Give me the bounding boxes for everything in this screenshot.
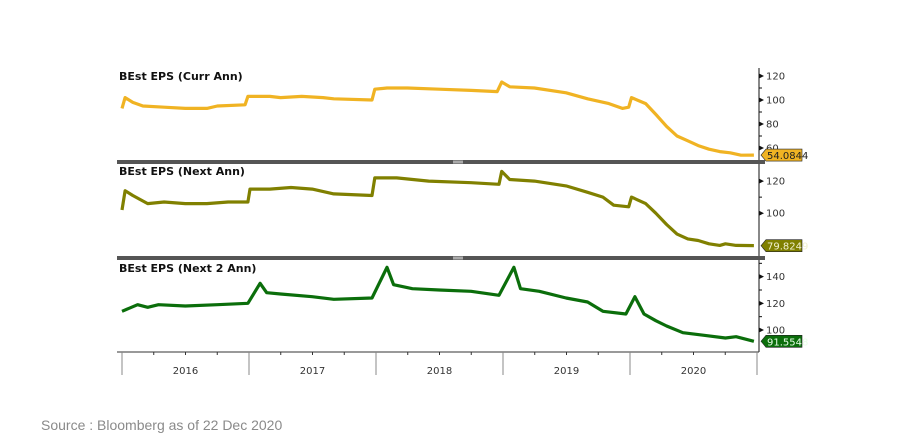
y-tick-mark bbox=[759, 121, 764, 127]
y-tick-mark bbox=[759, 73, 764, 79]
last-value-label: 91.5548 bbox=[767, 337, 808, 348]
y-tick-label: 100 bbox=[766, 209, 785, 220]
year-label: 2017 bbox=[300, 366, 325, 377]
last-value-tag bbox=[760, 334, 803, 348]
divider-handle bbox=[453, 160, 463, 164]
series-line bbox=[120, 80, 754, 157]
year-label: 2018 bbox=[427, 366, 452, 377]
source-note: Source : Bloomberg as of 22 Dec 2020 bbox=[41, 417, 283, 433]
last-value-tag bbox=[760, 239, 803, 252]
panel-title: BEst EPS (Next Ann) bbox=[119, 165, 245, 178]
last-value-label: 79.8249 bbox=[767, 242, 808, 253]
y-tick-label: 120 bbox=[766, 177, 785, 188]
y-tick-mark bbox=[759, 300, 764, 306]
y-tick-mark bbox=[759, 178, 764, 184]
y-tick-mark bbox=[759, 97, 764, 103]
y-tick-label: 100 bbox=[766, 326, 785, 337]
y-tick-mark bbox=[759, 274, 764, 280]
divider-handle bbox=[453, 256, 463, 260]
y-tick-label: 100 bbox=[766, 96, 785, 107]
y-tick-label: 120 bbox=[766, 72, 785, 83]
series-line bbox=[120, 169, 754, 248]
y-tick-mark bbox=[759, 210, 764, 216]
year-label: 2016 bbox=[173, 366, 198, 377]
panel-title: BEst EPS (Curr Ann) bbox=[119, 70, 243, 83]
panel-divider bbox=[117, 256, 765, 260]
y-tick-mark bbox=[759, 145, 764, 151]
y-tick-mark bbox=[759, 327, 764, 333]
y-tick-label: 80 bbox=[766, 120, 779, 131]
panel-title: BEst EPS (Next 2 Ann) bbox=[119, 262, 256, 275]
series-line bbox=[121, 265, 755, 343]
y-tick-label: 140 bbox=[766, 272, 785, 283]
year-label: 2019 bbox=[554, 366, 579, 377]
y-tick-label: 120 bbox=[766, 299, 785, 310]
year-label: 2020 bbox=[681, 366, 706, 377]
panel-divider bbox=[117, 160, 765, 164]
last-value-tag bbox=[760, 148, 803, 162]
last-value-label: 54.0844 bbox=[767, 151, 808, 162]
